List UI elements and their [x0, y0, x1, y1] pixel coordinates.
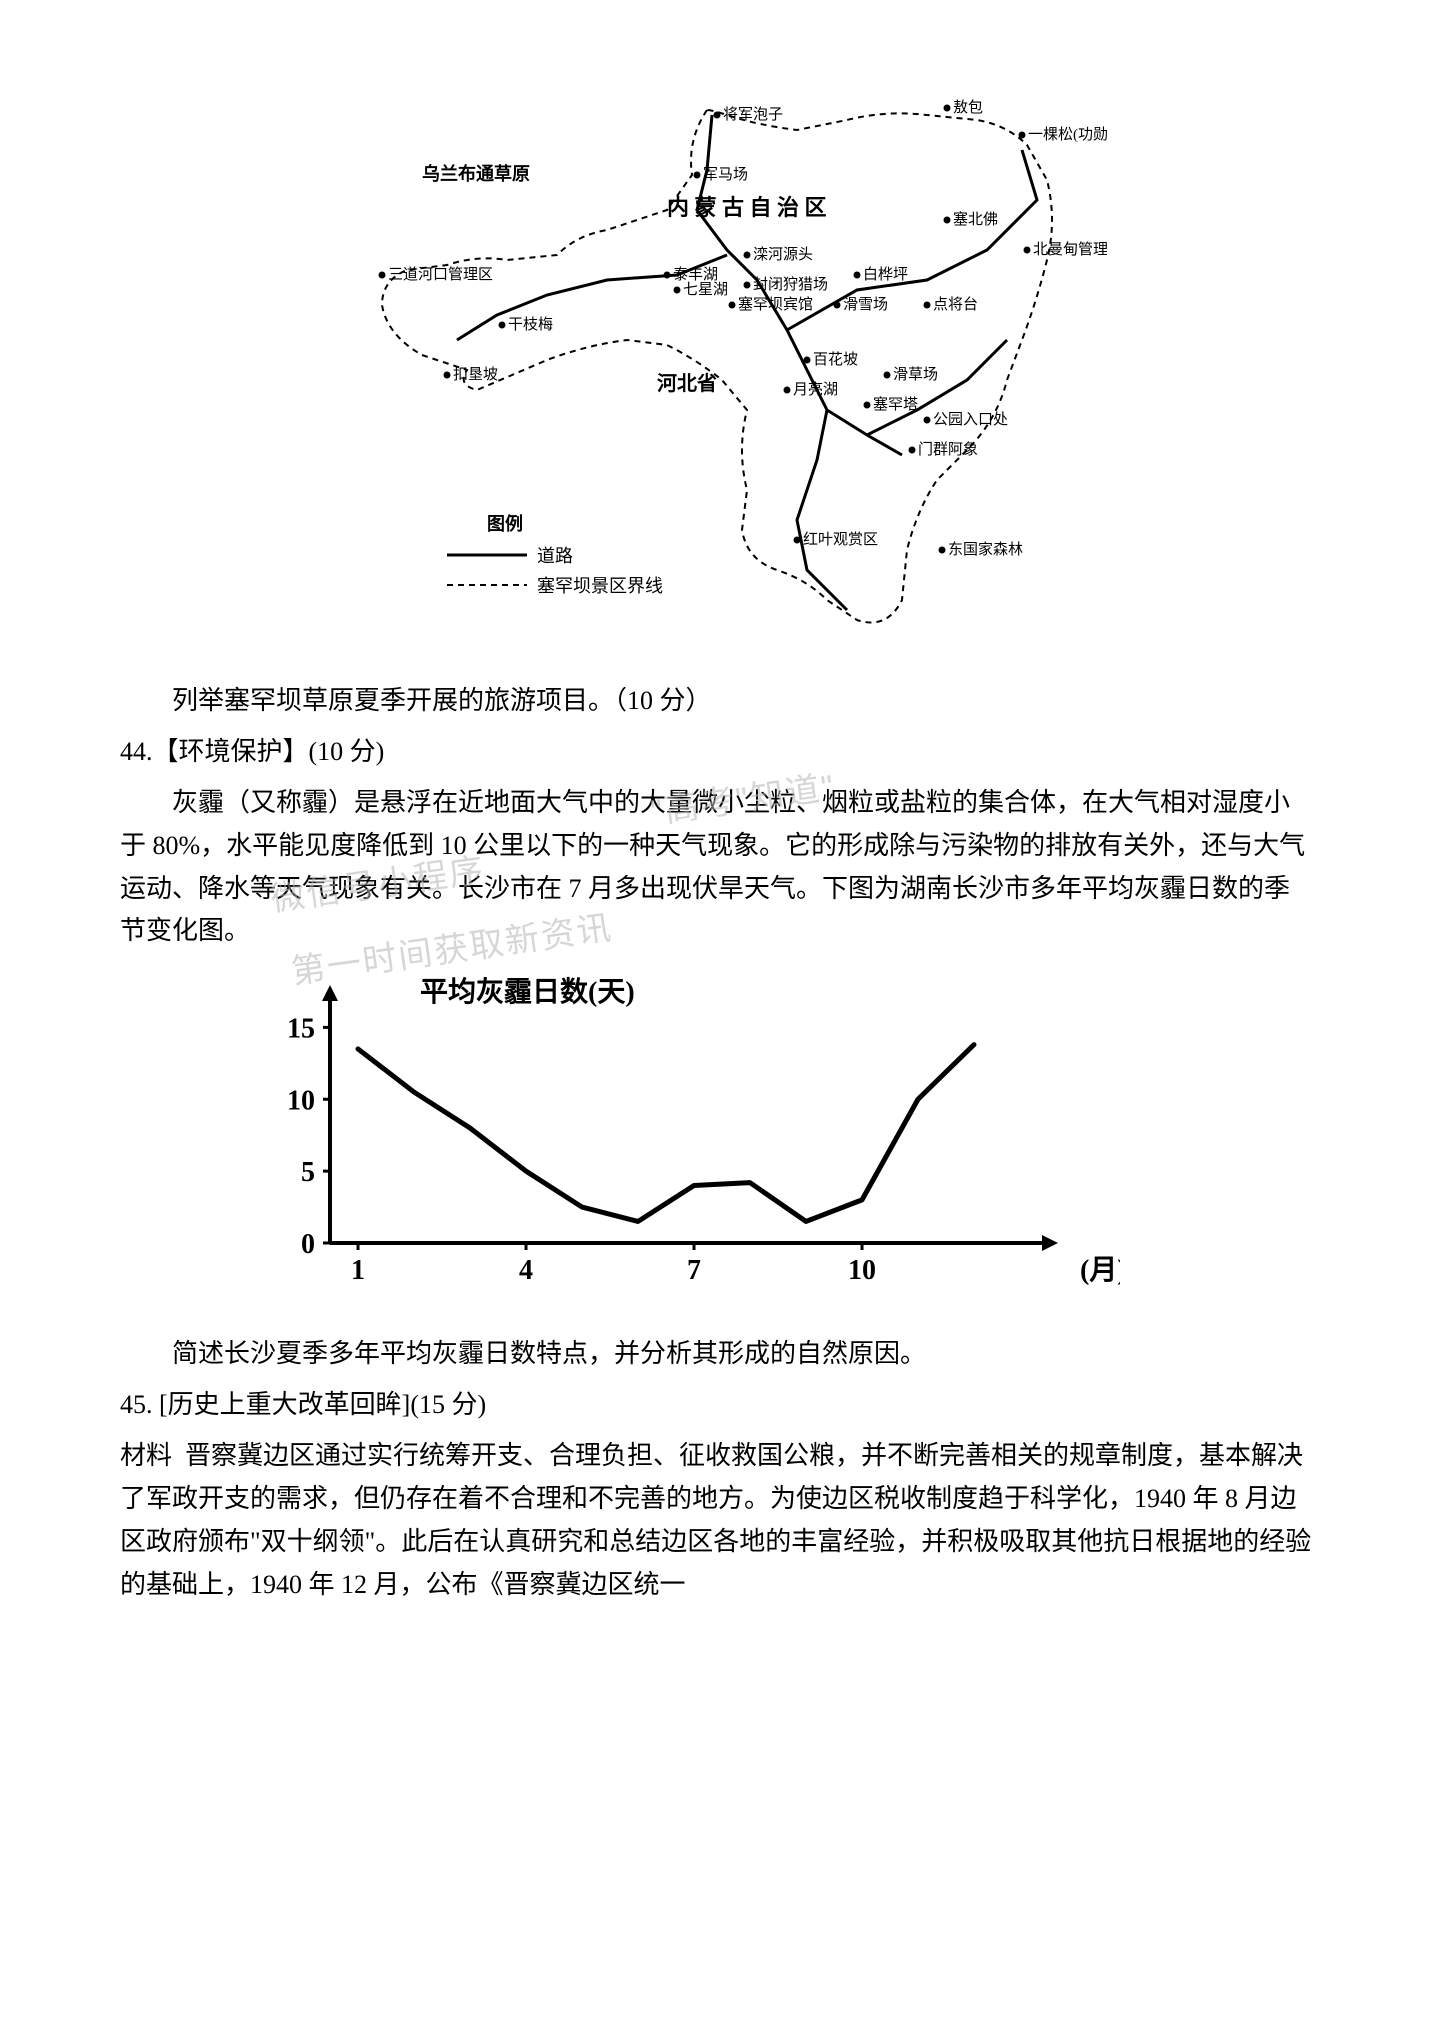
svg-text:门群阿象: 门群阿象 — [918, 441, 978, 458]
svg-text:点将台: 点将台 — [933, 296, 978, 313]
svg-text:东国家森林: 东国家森林 — [948, 541, 1023, 558]
svg-text:红叶观赏区: 红叶观赏区 — [803, 531, 878, 548]
svg-text:(月): (月) — [1080, 1255, 1120, 1286]
svg-text:扣垦坡: 扣垦坡 — [453, 366, 498, 383]
q45-header: 45. [历史上重大改革回眸](15 分) — [120, 1384, 1313, 1427]
svg-text:泰丰湖: 泰丰湖 — [673, 266, 718, 283]
map-figure: 将军泡子 敖包一棵松(功勋树) 军马场塞北佛北曼甸管理区 滦河源头泰丰湖七星湖 封闭狩猎… — [327, 80, 1107, 660]
svg-text:5: 5 — [301, 1157, 315, 1188]
svg-text:塞罕坝宾馆: 塞罕坝宾馆 — [738, 295, 813, 313]
svg-text:敖包: 敖包 — [953, 99, 983, 116]
svg-text:10: 10 — [287, 1086, 315, 1117]
svg-text:滦河源头: 滦河源头 — [753, 245, 813, 263]
legend-boundary-label: 塞罕坝景区界线 — [537, 576, 663, 596]
svg-text:滑雪场: 滑雪场 — [843, 296, 888, 313]
haze-chart-svg: 平均灰霾日数(天) 0 5 10 15 1 4 7 10 (月) — [240, 963, 1120, 1293]
svg-text:七星湖: 七星湖 — [683, 281, 728, 298]
svg-text:10: 10 — [848, 1255, 876, 1286]
legend-title: 图例 — [487, 513, 523, 534]
svg-text:封闭狩猎场: 封闭狩猎场 — [753, 276, 828, 293]
svg-text:白桦坪: 白桦坪 — [863, 266, 908, 283]
svg-text:公园入口处: 公园入口处 — [933, 411, 1008, 428]
svg-text:北曼甸管理区: 北曼甸管理区 — [1033, 241, 1107, 258]
svg-text:7: 7 — [687, 1255, 701, 1286]
svg-text:干枝梅: 干枝梅 — [508, 316, 553, 333]
svg-text:塞北佛: 塞北佛 — [953, 210, 998, 228]
svg-text:4: 4 — [519, 1255, 533, 1286]
svg-text:月亮湖: 月亮湖 — [793, 381, 838, 398]
svg-text:0: 0 — [301, 1229, 315, 1260]
svg-text:百花坡: 百花坡 — [813, 351, 858, 368]
q44-paragraph: 灰霾（又称霾）是悬浮在近地面大气中的大量微小尘粒、烟粒或盐粒的集合体，在大气相对… — [120, 782, 1313, 954]
svg-text:将军泡子: 将军泡子 — [723, 106, 783, 123]
q44-paragraph-area: "高考"知道" 微信号小程序 第一时间获取新资讯 灰霾（又称霾）是悬浮在近地面大… — [120, 782, 1313, 954]
svg-text:一棵松(功勋树): 一棵松(功勋树) — [1028, 126, 1107, 143]
svg-text:塞罕塔: 塞罕塔 — [873, 395, 918, 413]
q45-material-label: 材料 — [120, 1441, 172, 1470]
svg-text:平均灰霾日数(天): 平均灰霾日数(天) — [420, 976, 635, 1008]
svg-text:河北省: 河北省 — [657, 372, 717, 395]
q45-material-text: 晋察冀边区通过实行统筹开支、合理负担、征收救国公粮，并不断完善相关的规章制度，基… — [120, 1441, 1311, 1599]
svg-text:1: 1 — [351, 1255, 365, 1286]
haze-chart: 平均灰霾日数(天) 0 5 10 15 1 4 7 10 (月) — [240, 963, 1120, 1293]
q45-material: 材料 晋察冀边区通过实行统筹开支、合理负担、征收救国公粮，并不断完善相关的规章制… — [120, 1435, 1313, 1607]
svg-text:乌兰布通草原: 乌兰布通草原 — [422, 163, 530, 184]
svg-text:内 蒙 古 自 治 区: 内 蒙 古 自 治 区 — [667, 195, 827, 220]
svg-text:15: 15 — [287, 1014, 315, 1045]
svg-text:滑草场: 滑草场 — [893, 366, 938, 383]
legend-road-label: 道路 — [537, 546, 573, 566]
map-svg: 将军泡子 敖包一棵松(功勋树) 军马场塞北佛北曼甸管理区 滦河源头泰丰湖七星湖 封闭狩猎… — [327, 80, 1107, 660]
q43-tail-text: 列举塞罕坝草原夏季开展的旅游项目。（10 分） — [120, 680, 1313, 723]
svg-text:军马场: 军马场 — [703, 166, 748, 183]
svg-text:三道河口管理区: 三道河口管理区 — [388, 266, 493, 283]
q44-question: 简述长沙夏季多年平均灰霾日数特点，并分析其形成的自然原因。 — [120, 1333, 1313, 1376]
q44-header: 44.【环境保护】(10 分) — [120, 731, 1313, 774]
